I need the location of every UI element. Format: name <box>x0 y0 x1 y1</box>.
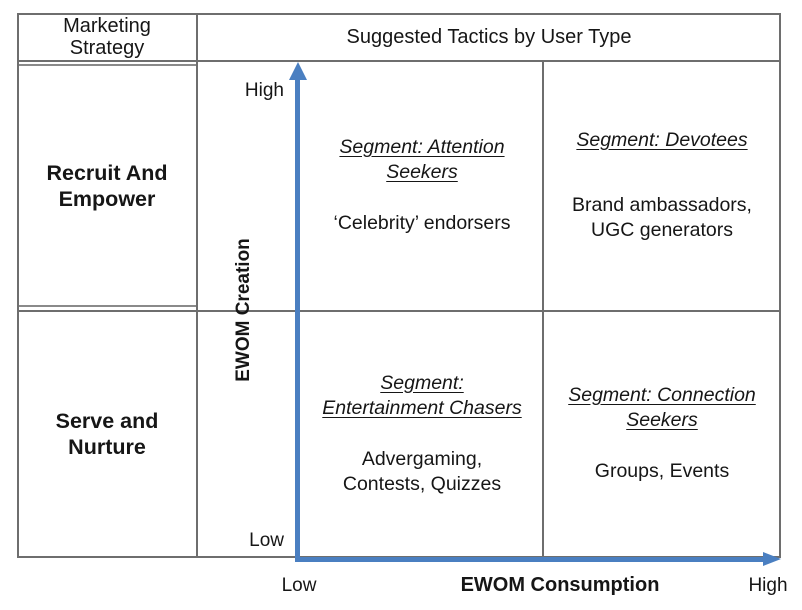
row-label-recruit-and-empower: Recruit And Empower <box>46 160 168 211</box>
y-axis-arrow-shaft <box>295 79 300 562</box>
x-axis-title: EWOM Consumption <box>460 574 660 596</box>
segment-title-attention-seekers: Segment: Attention Seekers <box>339 136 505 183</box>
x-axis-arrow-head-icon <box>763 552 781 566</box>
header-marketing-strategy: Marketing Strategy <box>63 15 151 59</box>
x-axis-arrow-shaft <box>296 557 764 562</box>
quadrant-connection-seekers: Segment: Connection Seekers Groups, Even… <box>545 311 779 556</box>
y-axis-arrow-head-icon <box>289 62 307 80</box>
y-axis-high-label: High <box>244 80 284 101</box>
segment-title-connection-seekers: Segment: Connection Seekers <box>568 384 756 431</box>
y-axis-title: EWOM Creation <box>233 238 254 382</box>
grid-line-row-divider <box>17 309 781 312</box>
tactics-devotees: Brand ambassadors, UGC generators <box>572 194 752 241</box>
row-label-serve-and-nurture: Serve and Nurture <box>55 408 159 459</box>
grid-line-header-divider <box>17 60 781 62</box>
tactics-attention-seekers: ‘Celebrity’ endorsers <box>333 212 511 234</box>
tactics-connection-seekers: Groups, Events <box>594 460 730 482</box>
segment-title-devotees: Segment: Devotees <box>576 129 748 151</box>
x-axis-high-label: High <box>748 575 788 596</box>
grid-line-row-divider-inner <box>19 305 196 307</box>
quadrant-attention-seekers: Segment: Attention Seekers ‘Celebrity’ e… <box>303 63 541 308</box>
tactics-entertainment-chasers: Advergaming, Contests, Quizzes <box>342 447 502 495</box>
header-suggested-tactics: Suggested Tactics by User Type <box>346 25 632 48</box>
x-axis-low-label: Low <box>281 575 317 596</box>
y-axis-low-label: Low <box>249 530 284 551</box>
quadrant-devotees: Segment: Devotees Brand ambassadors, UGC… <box>545 63 779 308</box>
quadrant-entertainment-chasers: Segment: Entertainment Chasers Advergami… <box>303 311 541 556</box>
segment-title-entertainment-chasers: Segment: Entertainment Chasers <box>322 371 522 419</box>
grid-line-strategy-column-divider <box>196 13 198 558</box>
grid-line-header-divider-inner <box>19 64 196 66</box>
